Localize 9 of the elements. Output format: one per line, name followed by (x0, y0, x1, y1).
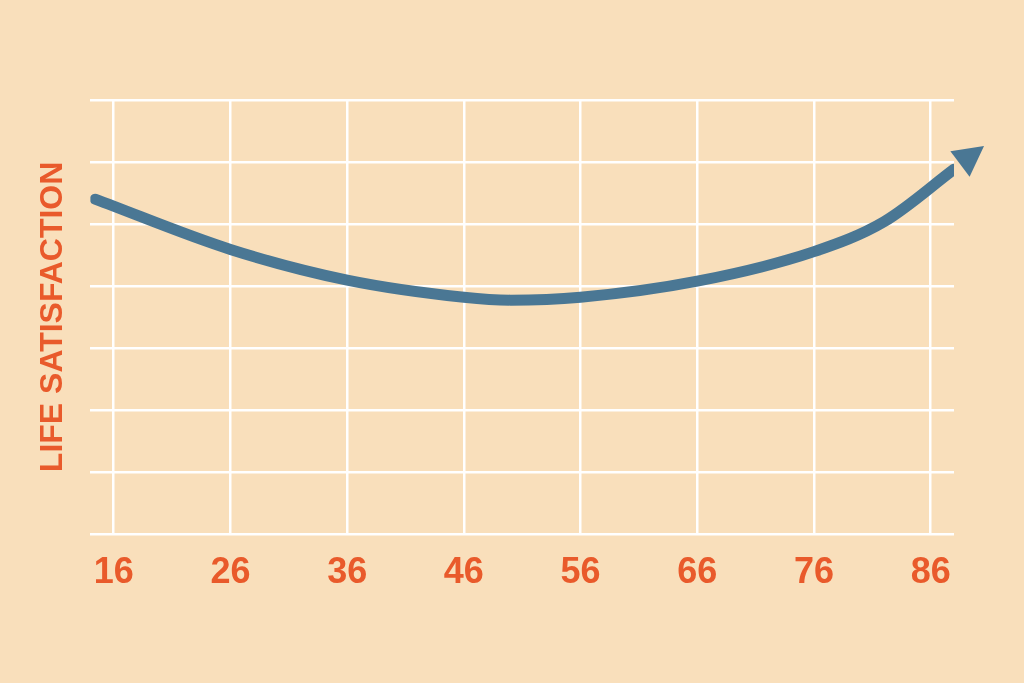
x-tick-label: 76 (793, 550, 834, 592)
x-tick-label: 36 (327, 550, 368, 592)
x-tick-label: 16 (93, 550, 134, 592)
x-tick-label: 66 (677, 550, 718, 592)
x-tick-label: 56 (560, 550, 601, 592)
x-tick-label: 26 (210, 550, 251, 592)
x-tick-label: 86 (910, 550, 951, 592)
y-axis-title: LIFE SATISFACTION (33, 161, 70, 473)
x-tick-label: 46 (443, 550, 484, 592)
